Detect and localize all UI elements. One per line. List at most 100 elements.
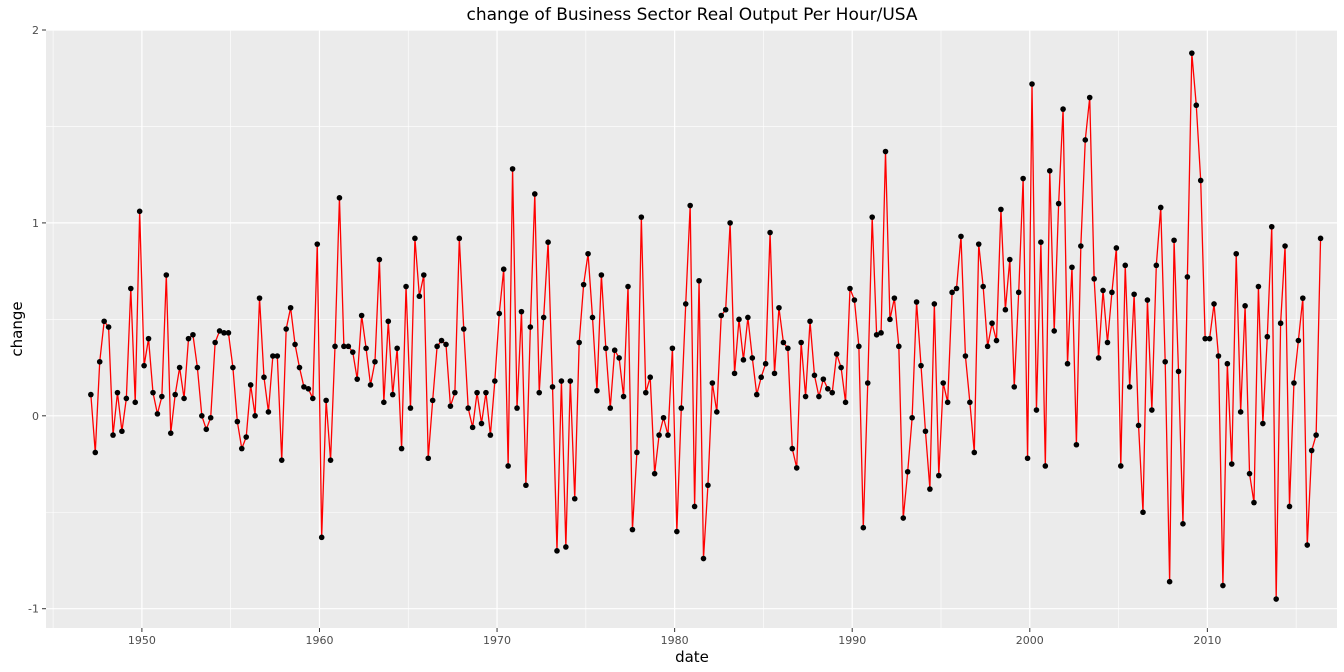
data-point-59 (349, 349, 356, 355)
data-point-235 (1131, 291, 1137, 298)
data-point-201 (980, 283, 986, 290)
data-point-175 (864, 380, 871, 386)
data-point-109 (571, 495, 578, 502)
data-point-101 (536, 389, 543, 396)
y-tick-label-3: 2 (32, 24, 39, 37)
data-point-42 (274, 353, 281, 359)
data-point-203 (989, 320, 995, 327)
data-point-275 (1308, 447, 1315, 454)
data-point-225 (1086, 94, 1093, 101)
data-point-117 (607, 405, 614, 411)
data-point-49 (305, 386, 312, 392)
data-point-233 (1122, 262, 1129, 269)
data-point-34 (238, 445, 245, 452)
data-point-260 (1242, 303, 1248, 309)
data-point-116 (603, 345, 609, 352)
data-point-186 (913, 299, 920, 305)
data-point-134 (682, 301, 689, 307)
data-point-223 (1078, 243, 1084, 249)
data-point-236 (1135, 422, 1142, 429)
data-point-89 (483, 389, 489, 396)
data-point-6 (114, 389, 121, 396)
data-point-77 (429, 397, 436, 404)
data-point-179 (882, 148, 889, 155)
data-point-190 (931, 301, 938, 307)
data-point-187 (918, 362, 924, 369)
data-point-45 (287, 304, 294, 311)
data-point-110 (576, 339, 582, 346)
data-point-19 (172, 391, 178, 398)
data-point-222 (1073, 441, 1080, 448)
data-point-70 (398, 445, 405, 452)
data-point-150 (753, 391, 760, 398)
data-point-256 (1224, 360, 1231, 367)
data-point-199 (971, 449, 978, 456)
data-point-111 (580, 281, 587, 288)
data-point-92 (496, 310, 503, 317)
data-point-104 (549, 384, 556, 390)
series-line (90, 52, 1322, 600)
data-point-166 (824, 386, 831, 392)
data-point-167 (829, 389, 836, 396)
data-point-58 (345, 343, 352, 350)
data-point-127 (651, 470, 658, 477)
data-point-141 (714, 409, 720, 415)
data-point-177 (873, 331, 880, 338)
data-point-133 (678, 405, 685, 411)
data-point-25 (199, 413, 205, 419)
data-point-102 (540, 314, 547, 321)
data-point-211 (1024, 455, 1031, 462)
data-point-274 (1304, 542, 1311, 548)
data-point-241 (1157, 204, 1164, 211)
data-point-106 (558, 378, 565, 384)
data-point-210 (1020, 175, 1026, 182)
data-point-159 (793, 465, 800, 471)
data-point-69 (394, 345, 400, 352)
data-point-161 (802, 393, 809, 400)
data-point-43 (278, 457, 285, 463)
data-point-39 (261, 374, 267, 381)
data-point-7 (119, 428, 125, 435)
data-point-243 (1166, 578, 1173, 585)
data-point-4 (105, 324, 112, 330)
data-point-182 (896, 343, 902, 350)
data-point-220 (1064, 360, 1071, 367)
data-point-147 (740, 357, 747, 363)
data-point-224 (1082, 137, 1089, 143)
data-point-76 (425, 455, 432, 462)
data-point-88 (478, 420, 485, 427)
data-point-238 (1144, 297, 1151, 303)
x-tick-label-1950: 1950 (128, 634, 156, 647)
data-point-100 (531, 191, 538, 197)
x-tick-label-1980: 1980 (661, 634, 689, 647)
data-point-152 (762, 360, 769, 367)
data-point-132 (674, 528, 680, 535)
data-point-268 (1277, 320, 1284, 327)
data-point-242 (1162, 358, 1168, 365)
data-point-228 (1100, 287, 1106, 294)
data-point-158 (789, 445, 796, 452)
data-point-78 (434, 343, 440, 350)
data-point-41 (270, 353, 276, 359)
data-point-227 (1095, 355, 1102, 361)
data-point-108 (567, 378, 574, 384)
data-point-249 (1193, 102, 1200, 109)
data-point-142 (718, 312, 725, 319)
data-point-267 (1273, 596, 1279, 602)
data-point-103 (545, 239, 551, 245)
data-point-253 (1211, 301, 1217, 307)
data-point-65 (376, 256, 383, 263)
data-point-213 (1033, 407, 1040, 413)
data-point-51 (314, 241, 321, 247)
data-point-276 (1313, 432, 1319, 438)
data-point-66 (381, 399, 387, 406)
series-points-group (88, 50, 1324, 602)
data-point-79 (438, 337, 445, 344)
data-point-38 (256, 295, 263, 301)
data-point-221 (1069, 264, 1075, 271)
data-point-105 (554, 548, 560, 554)
data-point-140 (709, 380, 716, 386)
data-point-248 (1189, 50, 1195, 56)
data-point-20 (176, 364, 183, 371)
chart-title: change of Business Sector Real Output Pe… (466, 5, 917, 25)
